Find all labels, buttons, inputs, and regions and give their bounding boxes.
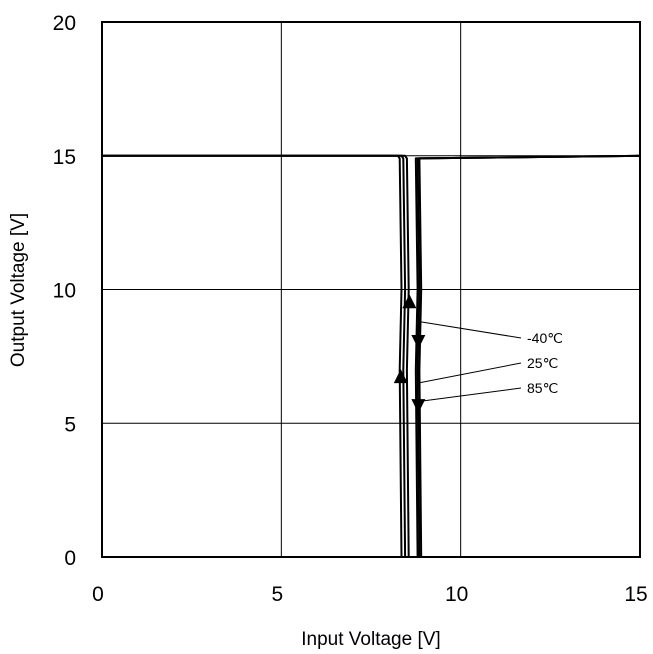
arrow-down-marker xyxy=(411,334,426,349)
x-tick-label: 10 xyxy=(445,583,468,606)
callout-label: 85℃ xyxy=(527,380,558,396)
x-tick-label: 5 xyxy=(271,583,283,606)
series-group xyxy=(102,154,641,558)
series-line-1 xyxy=(102,154,641,558)
y-tick-label: 10 xyxy=(53,280,76,303)
x-tick-label: 15 xyxy=(624,583,647,606)
direction-arrows xyxy=(393,294,426,414)
y-tick-label: 15 xyxy=(53,146,76,169)
y-tick-label: 0 xyxy=(64,547,76,570)
y-tick-labels: 0 5 10 15 20 xyxy=(53,12,76,570)
callout-label: -40℃ xyxy=(527,330,563,346)
y-tick-label: 5 xyxy=(64,413,76,436)
plot-frame xyxy=(101,21,641,558)
series-line-3 xyxy=(102,154,641,558)
callout-label: 25℃ xyxy=(527,355,558,371)
callout-leader-line xyxy=(417,362,522,384)
x-axis-label: Input Voltage [V] xyxy=(301,629,440,650)
y-tick-label: 20 xyxy=(53,12,76,35)
arrow-up-marker xyxy=(402,294,417,309)
series-callouts: -40℃ 25℃ 85℃ xyxy=(415,321,563,403)
arrow-up-marker xyxy=(393,369,408,384)
x-tick-label: 0 xyxy=(92,583,104,606)
x-tick-labels: 0 5 10 15 xyxy=(92,583,648,606)
y-axis-label: Output Voltage [V] xyxy=(8,213,29,367)
grid xyxy=(102,22,640,557)
series-line-2 xyxy=(102,154,641,558)
callout-leader-line xyxy=(419,321,522,339)
callout-leader-line xyxy=(415,387,522,403)
arrow-down-marker xyxy=(411,399,426,414)
